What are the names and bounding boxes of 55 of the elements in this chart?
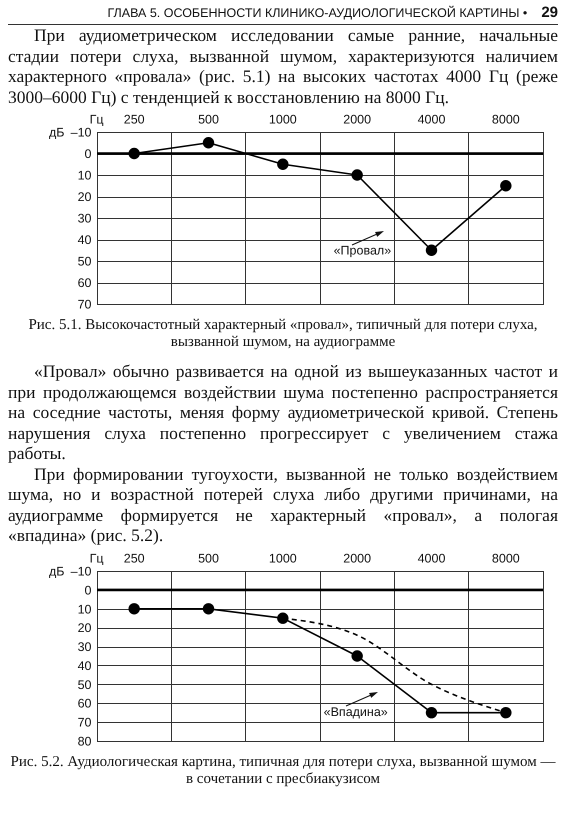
y-tick-label: 50	[78, 677, 92, 692]
y-axis-title: дБ	[49, 564, 64, 578]
x-tick-label: 500	[198, 551, 219, 565]
point	[202, 602, 214, 614]
point	[202, 137, 214, 148]
y-tick-label: 80	[78, 734, 92, 748]
y-tick-label: 40	[78, 233, 92, 247]
text: При формировании тугоухости, вызванной не только воздействием шума, но и возрастной потерей слуха либо другими причинами, на аудиограмме формируется не характерный «провал», а пологая «впадина» (рис. 5.2).	[8, 464, 558, 546]
y-tick-label: 40	[78, 658, 92, 672]
point	[426, 244, 438, 256]
y-tick-label: 50	[78, 254, 92, 268]
point	[500, 180, 512, 192]
x-tick-label: 500	[198, 112, 219, 126]
y-tick-label: 10	[78, 602, 92, 616]
text: Рис. 5.1. Высокочастотный характерный «провал», типичный для потери слуха, вызванной шумом, на аудиограмме	[27, 317, 539, 351]
x-tick-label: 4000	[418, 112, 446, 126]
x-tick-label: 8000	[492, 551, 520, 565]
y-tick-label: –10	[70, 126, 92, 140]
y-tick-label: 70	[78, 298, 92, 312]
point	[500, 706, 512, 718]
x-tick-label: 250	[124, 112, 145, 126]
x-tick-label: 1000	[268, 112, 297, 126]
text: ГЛАВА 5. ОСОБЕННОСТИ КЛИНИКО-АУДИОЛОГИЧЕСКОЙ КАРТИНЫ •	[107, 6, 528, 20]
text: 29	[541, 4, 558, 21]
y-tick-label: 30	[78, 640, 92, 654]
x-tick-label: 250	[124, 551, 145, 565]
x-tick-label: 1000	[268, 551, 297, 565]
annotation: «Впадина»	[324, 704, 388, 719]
text: Рис. 5.2. Аудиологическая картина, типичная для потери слуха, вызванной шумом — в сочетании с пресбиакузисом	[10, 754, 556, 788]
y-axis-title: дБ	[49, 126, 64, 140]
y-tick-label: 20	[78, 190, 92, 204]
y-tick-label: 60	[78, 276, 92, 290]
x-tick-label: 4000	[418, 551, 446, 565]
point	[426, 706, 438, 718]
x-tick-label: 2000	[343, 551, 372, 565]
annotation: «Провал»	[334, 244, 392, 258]
x-axis-title: Гц	[90, 551, 104, 565]
x-tick-label: 8000	[492, 112, 520, 126]
point	[277, 612, 289, 624]
point	[351, 650, 363, 662]
y-tick-label: 20	[78, 620, 92, 635]
y-tick-label: 0	[84, 147, 92, 161]
text: При аудиометрическом исследовании самые ранние, начальные стадии потери слуха, вызванной шумом, характеризуются наличием характерного «провала» (рис. 5.1) на высоких частотах 4000 Гц (реже 3000–6000 Гц) с тенденцией к восстановлению на 8000 Гц.	[8, 25, 558, 107]
point	[128, 602, 140, 614]
point	[351, 169, 363, 181]
y-tick-label: 30	[78, 212, 92, 226]
text: «Провал» обычно развивается на одной из вышеуказанных частот и при продолжающемся воздействии шума постепенно распространяется на соседние частоты, меняя форму аудиометрической кривой. Степень нарушения слуха постепенно прогрессирует с увеличением стажа работы.	[8, 361, 558, 464]
y-tick-label: 70	[78, 715, 92, 730]
y-tick-label: –10	[70, 564, 92, 578]
point	[277, 158, 289, 170]
y-tick-label: 60	[78, 696, 92, 710]
x-axis-title: Гц	[90, 112, 104, 126]
y-tick-label: 10	[78, 168, 92, 182]
x-tick-label: 2000	[343, 112, 372, 126]
y-tick-label: 0	[84, 582, 92, 597]
